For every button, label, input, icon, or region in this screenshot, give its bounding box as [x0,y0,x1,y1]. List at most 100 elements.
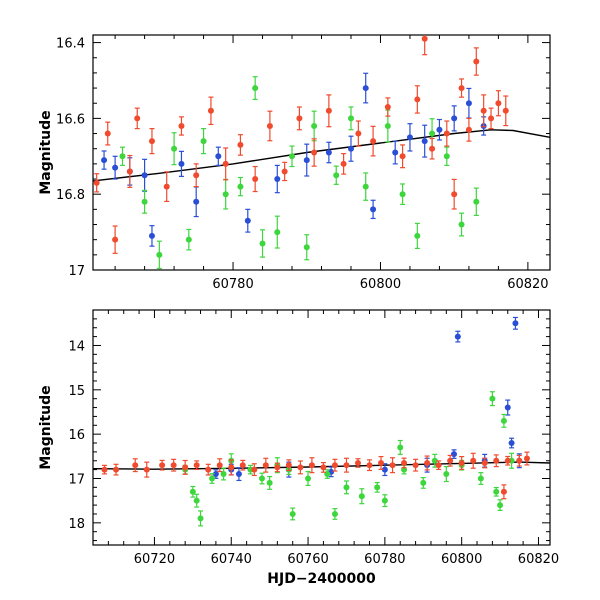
data-point [399,191,406,198]
data-point [182,464,189,471]
data-point [308,462,315,469]
data-point [141,172,148,179]
y-tick-label: 16.6 [56,112,85,127]
data-point [101,466,108,473]
data-point [450,451,457,458]
series-1 [119,76,480,270]
series-2 [93,35,509,254]
data-point [237,183,244,190]
data-point [392,149,399,156]
data-point [435,462,442,469]
data-point [424,459,431,466]
data-point [421,138,428,145]
data-point [523,455,530,462]
data-point [171,145,178,152]
data-point [297,464,304,471]
data-point [193,462,200,469]
data-point [512,320,519,327]
x-tick-label: 60780 [364,552,405,567]
y-tick-label: 14 [68,339,85,354]
data-point [399,153,406,160]
y-tick-label: 15 [68,384,85,399]
data-point [366,462,373,469]
data-point [443,130,450,137]
data-point [281,168,288,175]
data-point [384,122,391,129]
data-point [132,462,139,469]
data-point [178,160,185,167]
data-point [193,172,200,179]
top-panel: 60780 60800 60820 16.4 16.6 16.8 17 Magnitude [38,34,551,292]
data-point [500,417,507,424]
data-point [489,395,496,402]
data-point [331,510,338,517]
data-point [412,462,419,469]
data-point [470,457,477,464]
data-point [193,198,200,205]
x-tick-label: 60800 [360,277,401,292]
data-point [170,462,177,469]
data-point [421,35,428,42]
x-tick-label: 60820 [507,277,548,292]
data-point [465,100,472,107]
data-point [358,493,365,500]
data-point [504,404,511,411]
data-point [406,134,413,141]
data-point [156,251,163,258]
data-point [401,459,408,466]
data-point [112,236,119,243]
data-point [303,157,310,164]
data-point [189,488,196,495]
data-point [235,471,242,478]
x-tick-label: 60740 [211,552,252,567]
data-point [93,179,100,186]
data-point [508,440,515,447]
data-point [159,462,166,469]
data-point [274,229,281,236]
data-point [252,85,259,92]
data-point [443,471,450,478]
data-point [258,475,265,482]
data-point [429,130,436,137]
data-point [113,466,120,473]
y-axis-label: Magnitude [38,385,54,469]
data-point [451,115,458,122]
series-0 [212,316,523,482]
data-point [222,191,229,198]
data-point [320,464,327,471]
data-point [101,157,108,164]
data-point [305,475,312,482]
x-tick-label: 60720 [134,552,175,567]
y-tick-label: 16.4 [56,37,85,52]
data-point [325,149,332,156]
data-point [266,122,273,129]
data-point [163,183,170,190]
data-point [465,126,472,133]
data-point [303,244,310,251]
data-point [477,475,484,482]
data-point [126,168,133,175]
data-point [414,96,421,103]
data-point [488,115,495,122]
x-tick-label: 60800 [441,552,482,567]
data-point [458,85,465,92]
data-point [480,107,487,114]
data-point [266,479,273,486]
data-point [252,176,259,183]
data-point [205,466,212,473]
data-point [454,333,461,340]
plot-frame [92,309,551,546]
y-tick-label: 16.8 [56,188,85,203]
data-point [497,502,504,509]
data-point [495,100,502,107]
y-tick-label: 17 [68,264,85,279]
data-point [431,457,438,464]
data-point [504,457,511,464]
trend-curve [93,129,550,182]
data-point [274,464,281,471]
data-point [502,107,509,114]
data-point [381,497,388,504]
x-tick-label: 60820 [518,552,559,567]
data-point [500,488,507,495]
